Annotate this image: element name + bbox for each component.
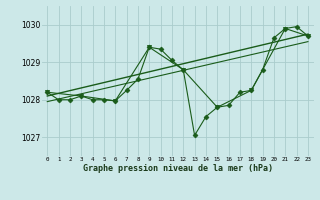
X-axis label: Graphe pression niveau de la mer (hPa): Graphe pression niveau de la mer (hPa) [83, 164, 273, 173]
